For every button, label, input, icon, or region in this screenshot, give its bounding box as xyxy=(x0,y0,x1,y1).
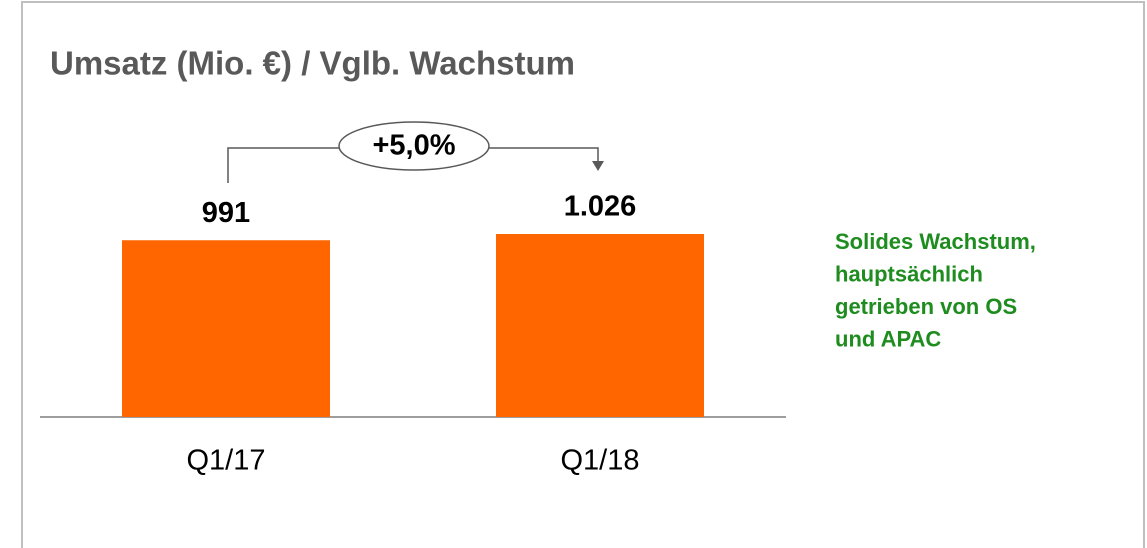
growth-bracket xyxy=(227,147,599,183)
bar xyxy=(496,234,704,417)
x-tick-label: Q1/18 xyxy=(561,445,640,477)
bar xyxy=(122,240,330,417)
frame xyxy=(21,1,1145,548)
chart-title: Umsatz (Mio. €) / Vglb. Wachstum xyxy=(50,45,575,82)
note-line: Solides Wachstum, xyxy=(835,229,1036,254)
value-label: 1.026 xyxy=(564,191,637,223)
note-line: und APAC xyxy=(835,326,941,351)
x-tick-label: Q1/17 xyxy=(187,445,266,477)
value-label: 991 xyxy=(202,197,250,229)
note-line: hauptsächlich xyxy=(835,261,983,286)
note-line: getrieben von OS xyxy=(835,294,1017,319)
arrow-head xyxy=(592,161,604,171)
annotation: +5,0% xyxy=(372,130,455,162)
annotation-ellipse xyxy=(338,121,490,171)
